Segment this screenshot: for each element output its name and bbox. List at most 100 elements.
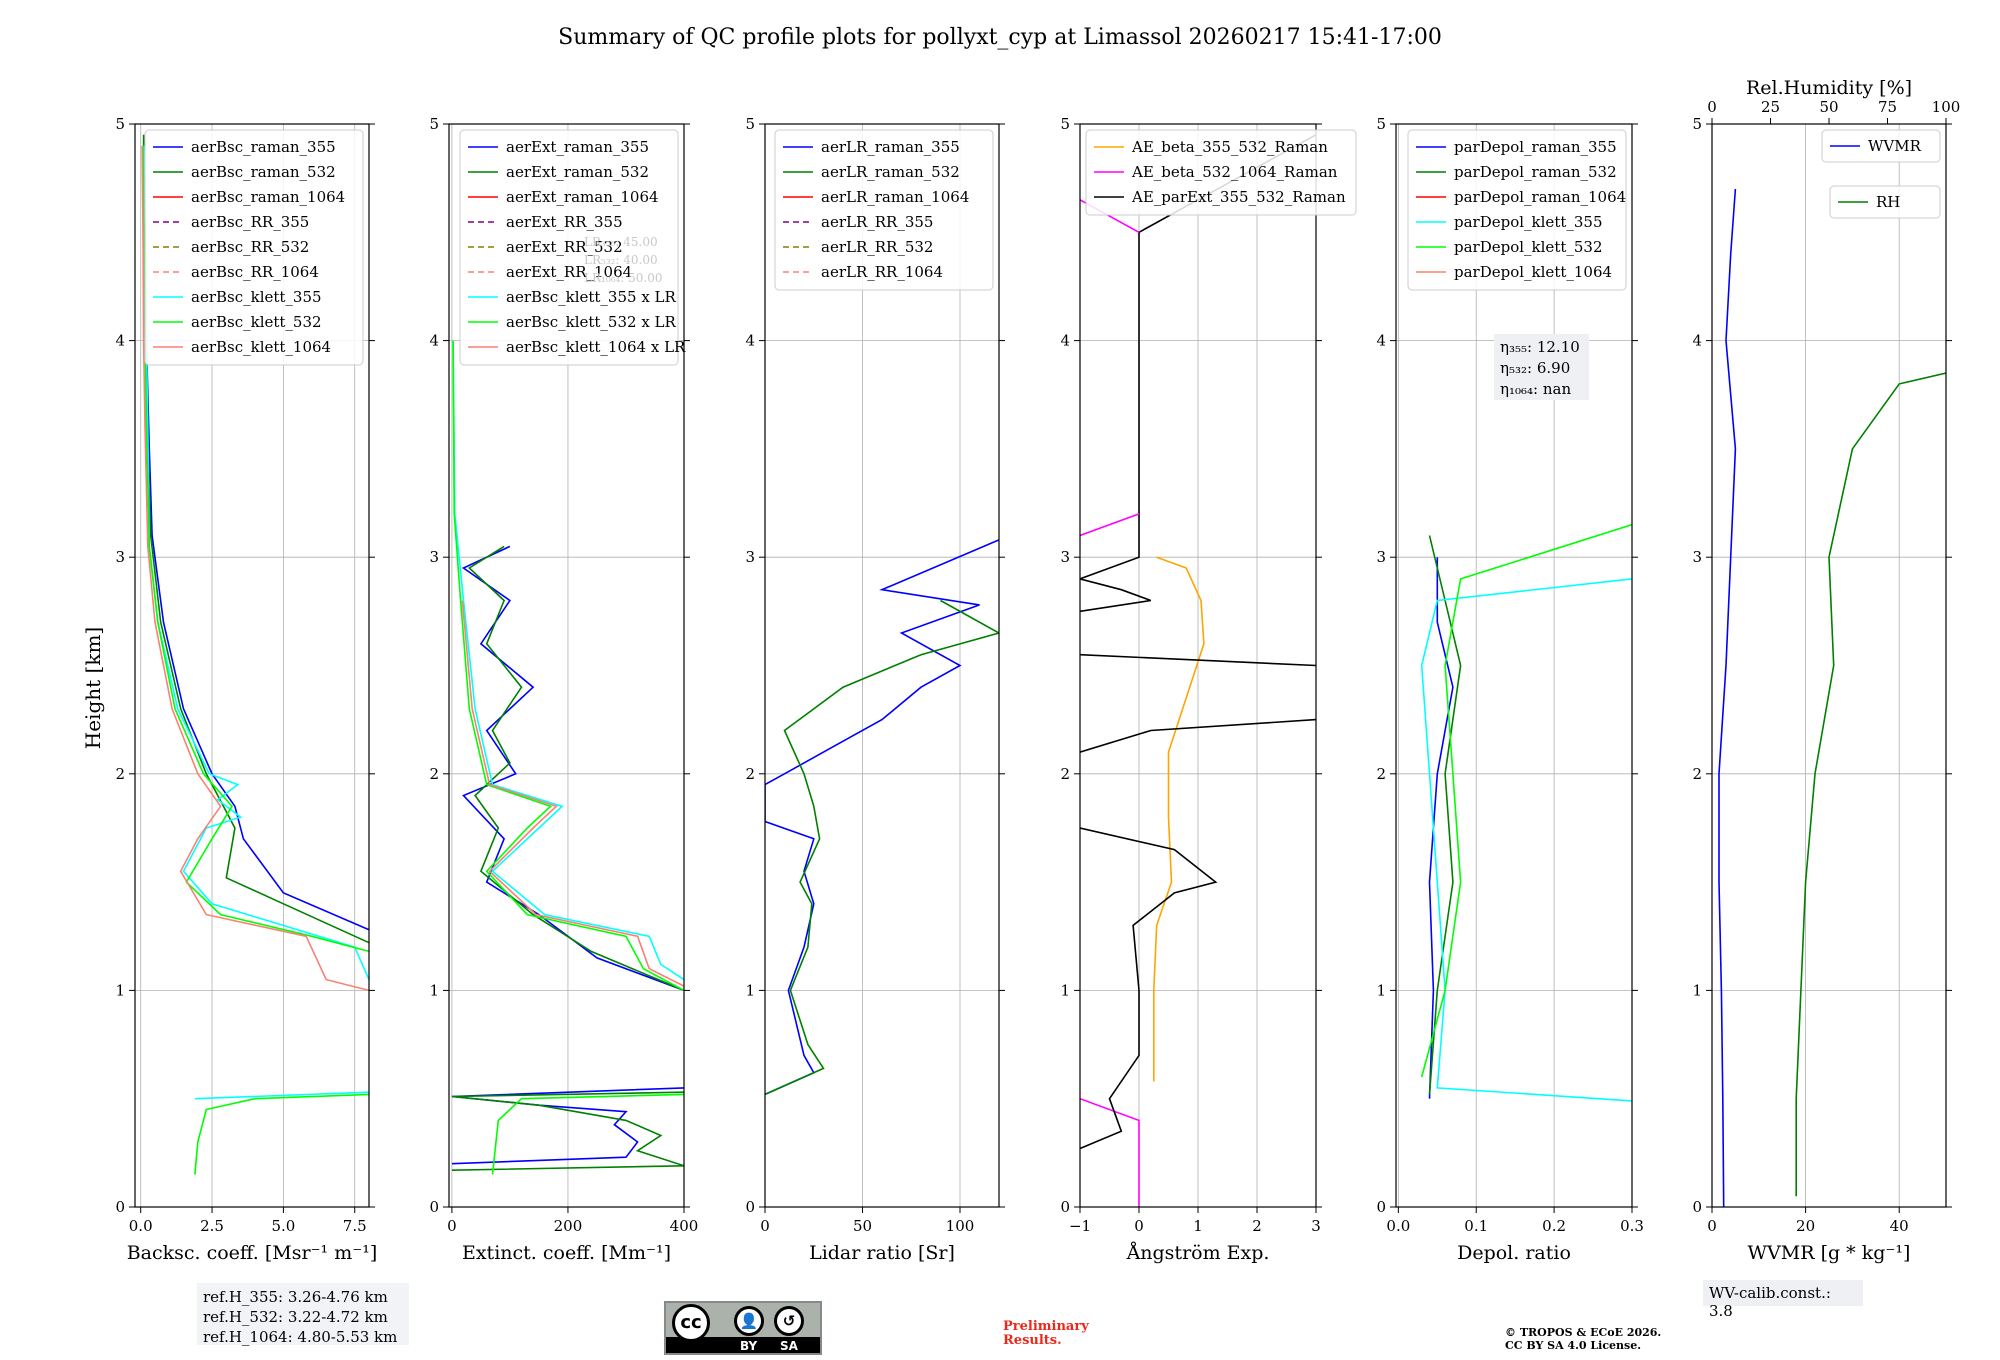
top-axis-label: Rel.Humidity [%] [1746,77,1912,99]
series-group [1080,134,1316,1207]
x-tick-label: 0 [1707,1217,1717,1235]
panel-ext: 0 200 400 0 1 2 3 4 5 Extinct. coeff. [Mm⁻¹] aerEx… [429,115,698,1264]
by-person-icon: 👤 [734,1306,764,1336]
lr-annotation: LR₅₃₂: 40.00 [584,253,658,267]
series-line-aerLR-raman-532 [765,599,999,1096]
axes-frame [1711,123,1947,1208]
x-tick-label: 7.5 [343,1217,367,1235]
lr-annotation: LR₃₅₅: 45.00 [584,235,658,249]
legend-label: parDepol_raman_532 [1454,163,1617,181]
x-axis-label: WVMR [g * kg⁻¹] [1748,1242,1911,1264]
series-group [1420,523,1632,1102]
eta-355: η₃₅₅: 12.10 [1500,338,1580,356]
axes-frame [448,123,685,1208]
x-tick-label: 1 [1193,1217,1203,1235]
series-line--klett532-low [194,1093,369,1175]
wv-calibration-box: WV-calib.const.: 3.8 [1703,1280,1863,1320]
y-tick-label: 2 [745,765,755,783]
legend-label: aerBsc_raman_532 [191,163,336,181]
legend-label: aerExt_raman_1064 [506,188,659,206]
x-tick-label: 50 [853,1217,872,1235]
preliminary-line-2: Results. [1003,1333,1062,1348]
y-tick-label: 0 [429,1198,439,1216]
y-tick-label: 1 [115,981,125,999]
legend: AE_beta_355_532_Raman AE_beta_532_1064_Ra… [1085,129,1357,216]
x-tick-label: 0.1 [1464,1217,1488,1235]
y-axis-label: Height [km] [81,627,105,749]
legend: aerBsc_raman_355 aerBsc_raman_532 aerBsc_r… [144,129,364,366]
legend-label: aerBsc_RR_355 [191,213,309,231]
x-tick-label: 3 [1311,1217,1321,1235]
legend-label: AE_beta_532_1064_Raman [1131,163,1338,181]
legend-label: aerLR_raman_1064 [821,188,969,206]
legend-label: aerExt_RR_1064 [506,263,632,281]
y-tick-label: 1 [1692,981,1702,999]
lr-annotation: LR₁₀₆₄: 50.00 [584,271,662,285]
series-line-WVMR [1718,188,1737,1207]
x-tick-label: 0 [760,1217,770,1235]
legend-box [144,129,364,366]
panel-lr: 0 50 100 0 1 2 3 4 5 Lidar ratio [Sr] aerLR_raman_… [745,115,1005,1264]
y-tick-label: 2 [1060,765,1070,783]
series-line-parDepol-raman-532 [1428,535,1462,1095]
x-tick-label: 100 [946,1217,975,1235]
legend-label: AE_beta_355_532_Raman [1131,138,1328,156]
y-tick-label: 5 [1376,115,1386,133]
sa-share-icon: ↺ [774,1306,804,1336]
series-line-aerBsc-klett-355-x-LR [452,340,684,981]
legend-label: aerBsc_RR_1064 [191,263,319,281]
y-tick-label: 3 [1692,548,1702,566]
legend-label: RH [1876,193,1900,211]
series-line-aerLR-raman-355 [765,539,999,1096]
series-line-AE-beta-532-1064-Raman [1080,1097,1140,1207]
x-axis-label: Lidar ratio [Sr] [809,1242,955,1264]
figure-title: Summary of QC profile plots for pollyxt_… [558,25,1442,50]
x-tick-label: 0.0 [1386,1217,1410,1235]
y-tick-label: 4 [1060,332,1070,350]
panel-depol: 0.0 0.1 0.2 0.3 0 1 2 3 4 5 Depol. ratio parDepol_r… [1376,115,1643,1264]
series-line-parDepol-klett-532 [1420,523,1632,1078]
legend-label: parDepol_klett_355 [1454,213,1603,231]
x-tick-label: 2.5 [200,1217,224,1235]
y-tick-label: 0 [1692,1198,1702,1216]
series-line-AE-parExt-355-532-Raman [1080,827,1218,1150]
panel-wv: 0 20 40 0 1 2 3 4 5 WVMR [g * kg⁻¹] 0 25 50 75 100 Rel.… [1692,77,1961,1264]
legend-label: parDepol_raman_1064 [1454,188,1626,206]
top-x-tick-label: 75 [1878,98,1897,116]
y-tick-label: 1 [745,981,755,999]
cc-by-label: BY [740,1339,758,1353]
y-tick-label: 3 [429,548,439,566]
x-tick-label: 200 [554,1217,583,1235]
legend-label: aerLR_RR_532 [821,238,933,256]
eta-1064: η₁₀₆₄: nan [1500,380,1572,398]
top-x-tick-label: 100 [1932,98,1961,116]
legend-box-rh [1829,185,1941,219]
ref-h-355: ref.H_355: 3.26-4.76 km [203,1288,388,1306]
legend-box [774,129,994,291]
series-line--ae-mag-top [1080,513,1140,537]
legend-label: aerBsc_klett_1064 [191,338,331,356]
y-tick-label: 4 [1376,332,1386,350]
legend-label: aerExt_RR_532 [506,238,623,256]
y-tick-label: 3 [115,548,125,566]
series-line-aerBsc-klett-1064 [141,145,369,992]
series-line-parDepol-klett-355 [1420,578,1632,1102]
series-group [765,539,999,1096]
series-line--raman532-low [451,1091,684,1171]
legend-box [1821,129,1941,163]
x-axis-label: Extinct. coeff. [Mm⁻¹] [462,1242,671,1264]
panels: 0.0 2.5 5.0 7.5 0 1 2 3 4 5 Backsc. coeff. [Msr⁻¹ … [115,77,1961,1264]
x-tick-label: 0.0 [129,1217,153,1235]
top-x-tick-label: 0 [1707,98,1717,116]
y-tick-label: 0 [1060,1198,1070,1216]
legend-label: parDepol_klett_1064 [1454,263,1612,281]
axes-frame [1395,123,1633,1208]
series-line--ae-black-mid [1080,718,1316,753]
x-tick-label: 0 [447,1217,457,1235]
legend-label: aerExt_raman_355 [506,138,649,156]
y-tick-label: 5 [429,115,439,133]
y-tick-label: 2 [1692,765,1702,783]
legend-label: aerLR_RR_355 [821,213,933,231]
y-tick-label: 2 [1376,765,1386,783]
